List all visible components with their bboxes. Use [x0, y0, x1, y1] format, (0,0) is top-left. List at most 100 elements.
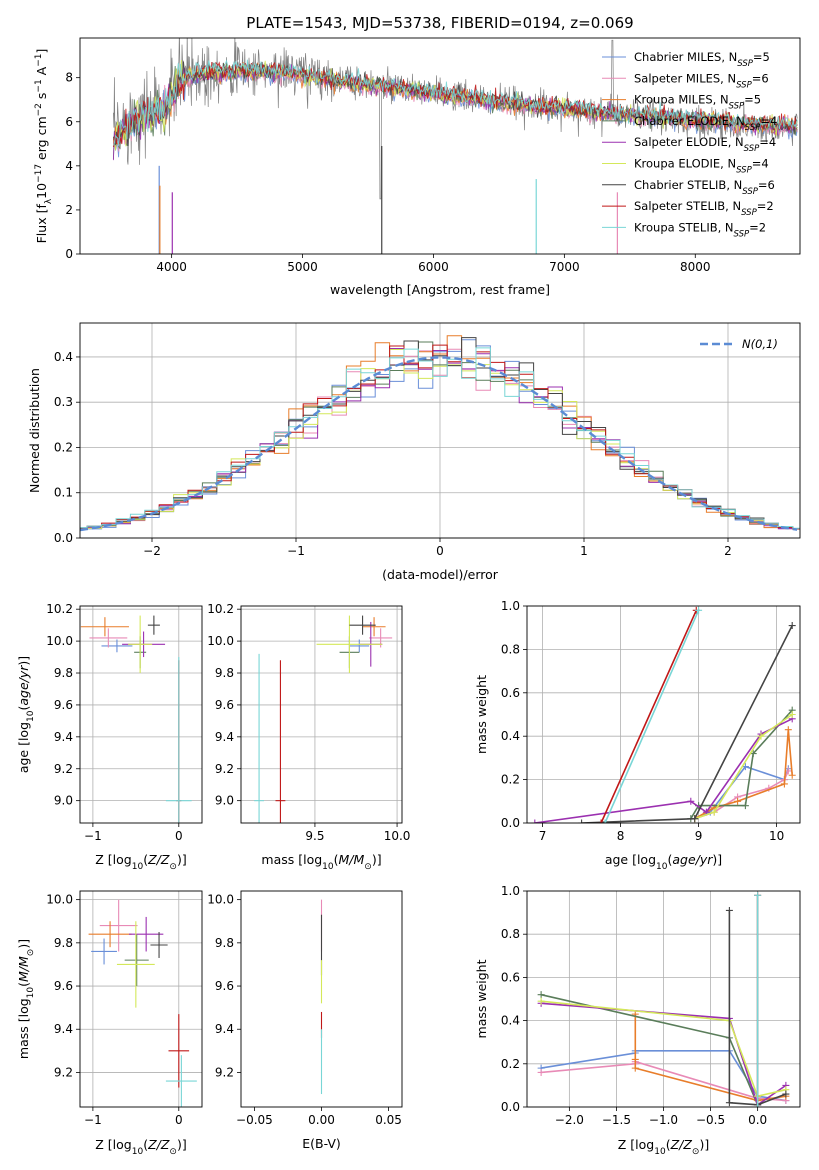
residual-histogram-8 [80, 347, 800, 529]
series-marker [725, 1099, 733, 1107]
axes-ebv_mass: −0.05 0.00 0.05 9.2 9.4 9.6 9.8 10.0 E(B-V) [207, 890, 403, 1151]
label-part: ( [667, 852, 672, 867]
x-tick-label: 0.00 [308, 1113, 335, 1127]
label-part: ⊙ [169, 862, 177, 872]
y-tick-label: 10.0 [46, 634, 73, 648]
legend-text-part: SSP [741, 208, 757, 218]
mass-weight-series-2 [694, 729, 793, 820]
legend-text-part: =4 [759, 135, 776, 149]
series-marker [601, 819, 609, 823]
series-marker [687, 797, 695, 805]
y-axis-label: mass [log10(M/M⊙)] [16, 939, 36, 1059]
y-axis-label: Flux [fλ10−17 erg cm−2 s−1 A−1] [34, 49, 54, 244]
y-tick-label: 9.2 [54, 1065, 73, 1079]
axes-frame [240, 605, 403, 824]
legend-entry: Chabrier STELIB, NSSP=6 [634, 178, 775, 197]
label-part: age [log [16, 722, 31, 773]
y-tick-label: 9.8 [54, 936, 73, 950]
series-marker [578, 819, 586, 823]
x-tick-label: −1 [287, 544, 305, 558]
legend-entry: Chabrier MILES, NSSP=5 [634, 50, 770, 69]
y-tick-label: 8 [65, 71, 73, 85]
y-tick-label: 9.6 [54, 979, 73, 993]
legend-entry: Salpeter STELIB, NSSP=2 [634, 199, 774, 218]
legend-text-part: Kroupa MILES, N [634, 93, 729, 107]
y-tick-label: 0.0 [54, 531, 73, 545]
legend-text-part: =5 [753, 50, 770, 64]
y-tick-label: 9.4 [54, 1022, 73, 1036]
series-marker [631, 1064, 639, 1072]
y-tick-label: 10.2 [46, 602, 73, 616]
y-tick-label: 1.0 [501, 884, 520, 898]
y-tick-label: 0.2 [501, 1057, 520, 1071]
axes-Z_age: −1 09.09.29.49.69.810.010.2Z [log10(Z/Z⊙)… [16, 602, 203, 872]
legend-text-part: =2 [757, 199, 774, 213]
y-tick-label: 9.6 [215, 698, 234, 712]
label-part: erg cm [34, 116, 49, 164]
y-tick-label: 0.3 [54, 395, 73, 409]
error-bar-point [80, 617, 129, 637]
axes-mass_age: 9.5 10.0 9.0 9.2 9.4 9.6 9.8 10.0 10.2 mass [log1… [207, 602, 410, 872]
error-bar-point [349, 615, 376, 635]
label-part: M/M [16, 956, 31, 982]
spectrum-plot-area [112, 38, 798, 254]
label-part: ⊙ [169, 1147, 177, 1157]
legend-text-part: =4 [760, 114, 777, 128]
error-bar-point [362, 617, 386, 637]
label-part: −2 [34, 103, 44, 116]
legend-text-part: =2 [749, 220, 766, 234]
error-bar-point [150, 932, 168, 958]
error-bar-point [128, 916, 164, 952]
gaussian-curve [80, 356, 798, 532]
y-tick-label: 0.2 [501, 773, 520, 787]
y-tick-label: 9.8 [215, 666, 234, 680]
x-tick-label: −2 [143, 544, 161, 558]
y-tick-label: 0.2 [54, 440, 73, 454]
x-tick-label: 8000 [680, 260, 711, 274]
label-part: )] [16, 656, 31, 666]
y-axis-label: Normed distribution [27, 368, 42, 493]
axes-frame [79, 605, 203, 824]
x-axis-label: Z [log10(Z/Z⊙)] [618, 1137, 709, 1157]
y-tick-label: 0.4 [501, 729, 520, 743]
series-marker [780, 780, 788, 788]
error-bar-point [147, 615, 160, 635]
error-bar-point [254, 653, 264, 823]
legend-entry: Kroupa STELIB, NSSP=2 [634, 220, 766, 239]
legend-text-part: Salpeter STELIB, N [634, 199, 741, 213]
label-part: mass [log [16, 998, 31, 1059]
legend-text-part: SSP [742, 187, 758, 197]
y-tick-label: 10.0 [207, 893, 234, 907]
x-axis-label: age [log10(age/yr)] [605, 852, 722, 872]
x-tick-label: −0.5 [696, 1113, 725, 1127]
legend-text-part: =6 [758, 178, 775, 192]
figure-title: PLATE=1543, MJD=53738, FIBERID=0194, z=0… [246, 14, 633, 32]
series-marker [741, 802, 749, 810]
label-part: Flux [f [34, 204, 49, 244]
series-marker [537, 1068, 545, 1076]
error-bar-point [165, 657, 192, 823]
label-part: 10 [322, 862, 334, 872]
series-marker [788, 711, 796, 718]
error-bar-point [275, 660, 286, 823]
axes-frame [79, 37, 801, 255]
residual-plot-area [80, 335, 800, 532]
label-part: age/yr [672, 852, 713, 867]
y-tick-label: 9.0 [54, 794, 73, 808]
label-part: 10 [654, 1147, 666, 1157]
y-tick-label: 0.0 [501, 816, 520, 830]
axes-frame [526, 605, 801, 824]
x-axis-label: Z [log10(Z/Z⊙)] [95, 1137, 186, 1157]
series-marker [537, 997, 545, 1005]
x-tick-label: 10 [769, 829, 784, 843]
mass-weight-series-8 [604, 609, 700, 823]
legend-text-part: SSP [736, 80, 752, 90]
mass-weight-series-6 [728, 910, 787, 1106]
label-part: −1 [34, 79, 44, 92]
mass-weight-series-7 [600, 609, 698, 823]
axes-residuals: −2 −1 0 1 2 0.0 0.1 0.2 0.3 0.4 (data-model)/error… [27, 322, 801, 582]
error-bar-point [99, 899, 138, 952]
